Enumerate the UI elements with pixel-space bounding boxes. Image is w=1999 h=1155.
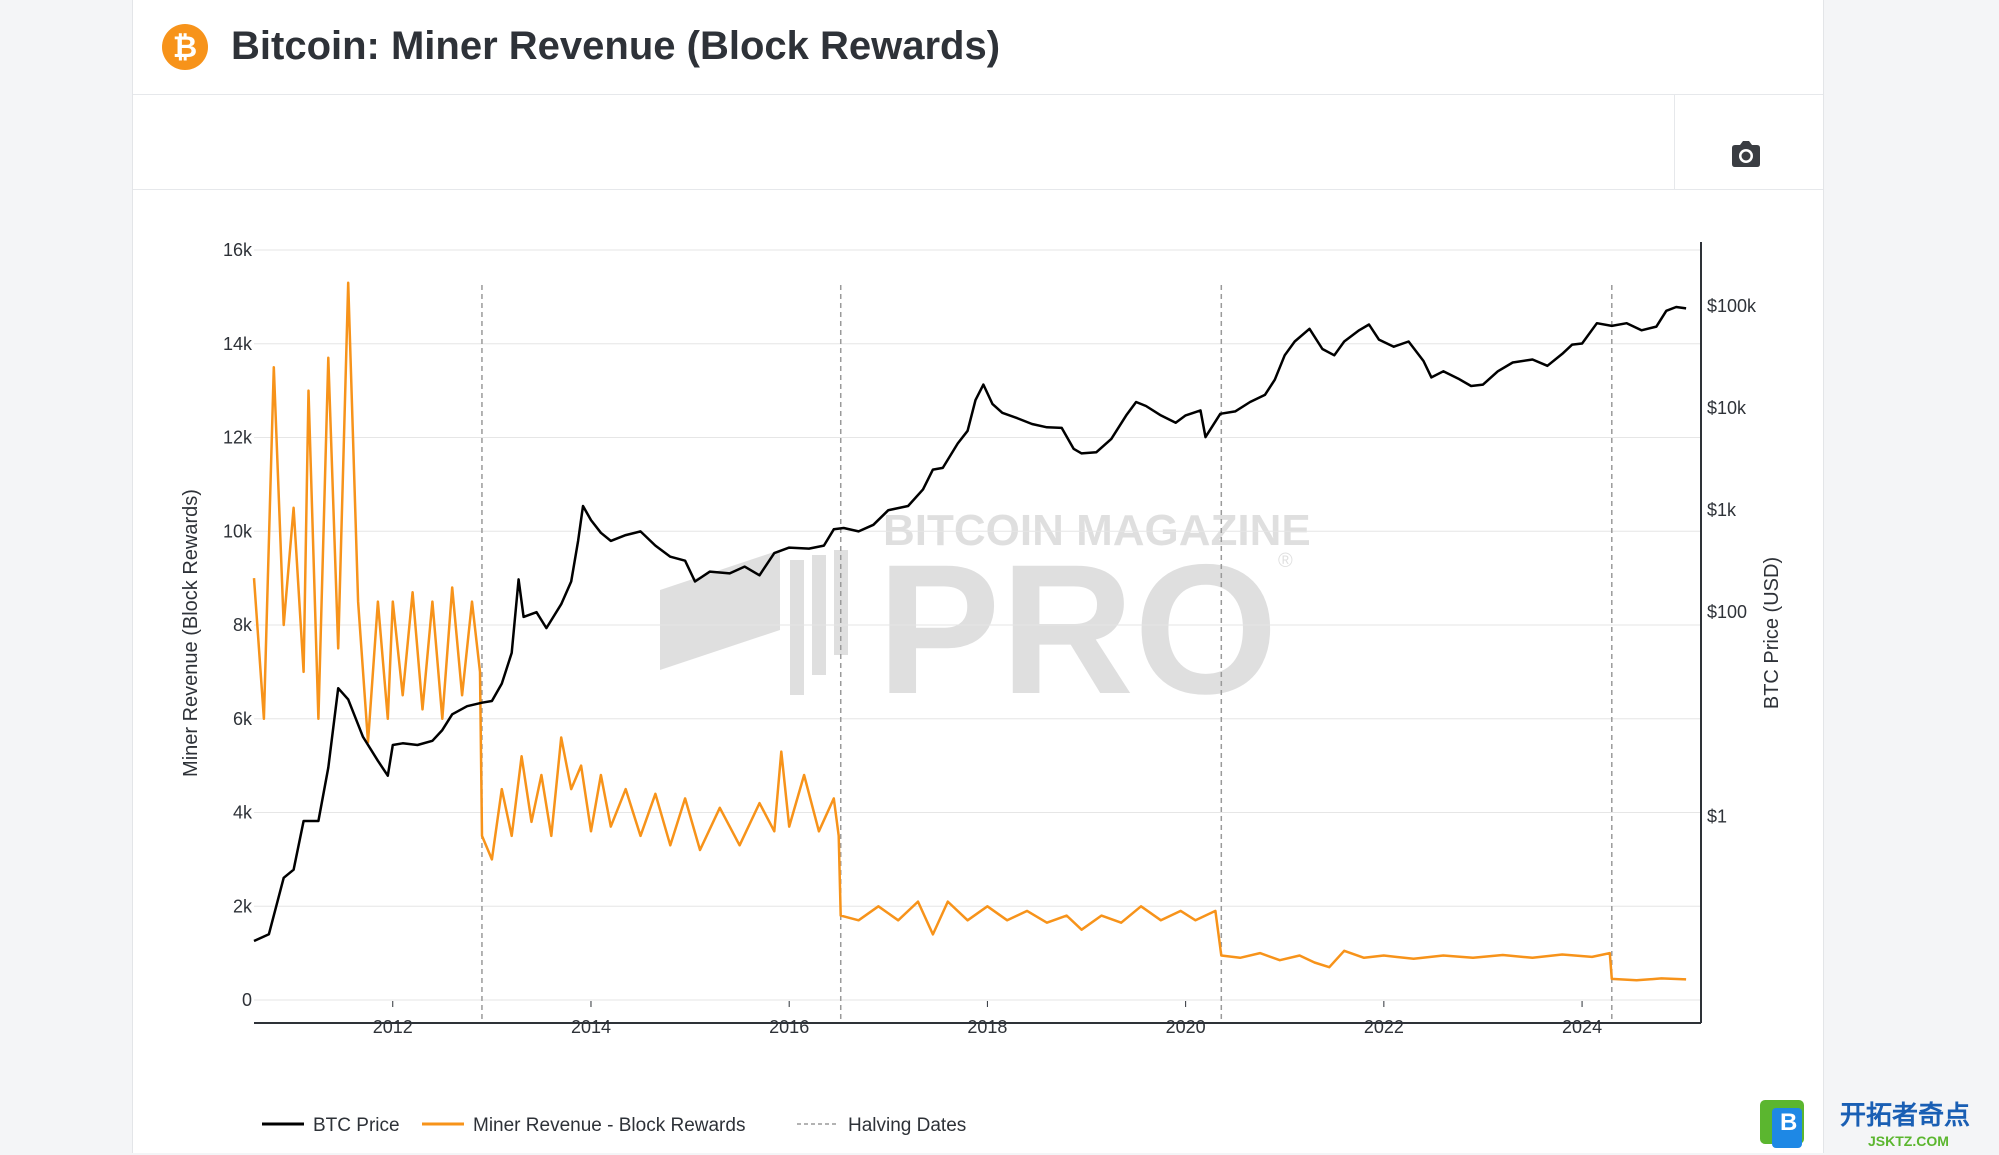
- camera-icon[interactable]: [1729, 139, 1763, 169]
- corner-logo-subtext: JSKTZ.COM: [1868, 1133, 1949, 1149]
- legend-label: Miner Revenue - Block Rewards: [473, 1115, 745, 1136]
- y-tick-right: $100: [1707, 602, 1747, 622]
- y-tick-left: 4k: [233, 803, 253, 823]
- x-tick: 2016: [769, 1017, 809, 1037]
- x-tick: 2020: [1166, 1017, 1206, 1037]
- y-tick-left: 2k: [233, 896, 253, 916]
- y-axis-label-right: BTC Price (USD): [1761, 557, 1783, 709]
- y-tick-left: 0: [242, 990, 252, 1010]
- x-tick: 2014: [571, 1017, 611, 1037]
- axes: 0 2k 4k 6k 8k 10k 12k 14k 16k $1 $100 $1k $10k $100k 2…: [223, 240, 1757, 1037]
- bitcoin-logo-icon: ₿: [162, 24, 208, 70]
- chart-toolbar: [133, 95, 1823, 190]
- chart-title: Bitcoin: Miner Revenue (Block Rewards): [231, 24, 1001, 68]
- y-tick-right: $10k: [1707, 398, 1747, 418]
- series-layer: [252, 281, 1687, 982]
- corner-logo-glyph: B: [1780, 1109, 1797, 1136]
- corner-logo: B 开拓者奇点 JSKTZ.COM: [1758, 1096, 1990, 1150]
- y-tick-left: 8k: [233, 615, 253, 635]
- x-tick: 2024: [1562, 1017, 1602, 1037]
- series-miner-revenue-line: [252, 281, 1687, 982]
- y-tick-right: $100k: [1707, 296, 1757, 316]
- y-axis-label-left: Miner Revenue (Block Rewards): [180, 489, 202, 777]
- x-tick: 2022: [1364, 1017, 1404, 1037]
- series-btc-price-line: [253, 305, 1687, 943]
- x-tick: 2012: [373, 1017, 413, 1037]
- chart-card: ₿ Bitcoin: Miner Revenue (Block Rewards): [132, 0, 1824, 1153]
- grid: [254, 249, 1701, 1001]
- watermark-line2: PRO: [877, 527, 1278, 733]
- legend-label: BTC Price: [313, 1115, 400, 1136]
- y-tick-left: 6k: [233, 709, 253, 729]
- y-tick-left: 16k: [223, 240, 253, 260]
- y-tick-right: $1k: [1707, 500, 1737, 520]
- legend-label: Halving Dates: [848, 1115, 966, 1136]
- watermark-logo-icon: [660, 550, 848, 695]
- chart-header: ₿ Bitcoin: Miner Revenue (Block Rewards): [133, 0, 1823, 95]
- toolbar-divider: [1674, 95, 1675, 189]
- watermark-line1: BITCOIN MAGAZINE: [883, 506, 1311, 555]
- y-tick-left: 10k: [223, 521, 253, 541]
- legend: BTC Price Miner Revenue - Block Rewards Ha…: [262, 1115, 966, 1136]
- watermark-mark: ®: [1278, 550, 1293, 572]
- watermark: BITCOIN MAGAZINE PRO ®: [660, 506, 1311, 733]
- y-tick-left: 14k: [223, 334, 253, 354]
- x-tick: 2018: [967, 1017, 1007, 1037]
- corner-logo-text: 开拓者奇点: [1840, 1100, 1970, 1131]
- y-tick-right: $1: [1707, 806, 1727, 826]
- y-tick-left: 12k: [223, 428, 253, 448]
